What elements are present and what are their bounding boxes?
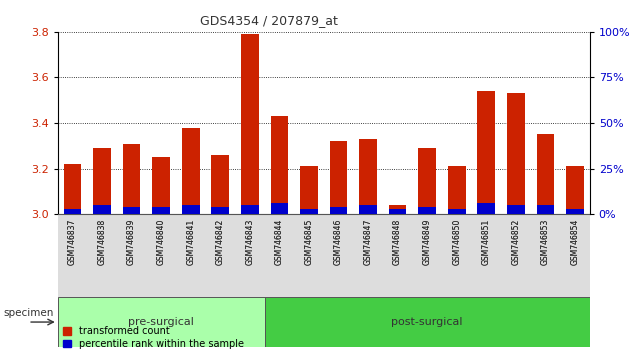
Text: GSM746848: GSM746848 [393, 218, 402, 265]
Text: GSM746841: GSM746841 [186, 218, 196, 265]
Bar [93, 205, 111, 214]
Text: GSM746852: GSM746852 [512, 218, 520, 265]
Legend: transformed count, percentile rank within the sample: transformed count, percentile rank withi… [63, 326, 244, 349]
Bar [271, 203, 288, 214]
Text: GSM746844: GSM746844 [275, 218, 284, 265]
Text: GSM746837: GSM746837 [68, 218, 77, 265]
Bar [448, 166, 465, 214]
Bar [537, 135, 554, 214]
Text: GSM746843: GSM746843 [246, 218, 254, 265]
Text: GSM746848: GSM746848 [393, 218, 402, 265]
Text: GSM746851: GSM746851 [482, 218, 491, 265]
Bar [212, 155, 229, 214]
Bar [58, 297, 265, 347]
Bar [507, 93, 525, 214]
Bar [153, 157, 170, 214]
Bar [448, 209, 465, 214]
Text: GSM746853: GSM746853 [541, 218, 550, 265]
Bar [93, 148, 111, 214]
Text: GSM746840: GSM746840 [156, 218, 165, 265]
Bar [122, 144, 140, 214]
Text: GSM746847: GSM746847 [363, 218, 372, 265]
Text: GSM746852: GSM746852 [512, 218, 520, 265]
Text: GSM746842: GSM746842 [216, 218, 225, 265]
Text: GSM746851: GSM746851 [482, 218, 491, 265]
Bar [359, 205, 377, 214]
Bar [182, 205, 199, 214]
Text: post-surgical: post-surgical [392, 317, 463, 327]
Text: GSM746846: GSM746846 [334, 218, 343, 265]
Text: GSM746839: GSM746839 [127, 218, 136, 265]
Bar [329, 207, 347, 214]
Bar [507, 205, 525, 214]
Text: GSM746847: GSM746847 [363, 218, 372, 265]
Text: GSM746840: GSM746840 [156, 218, 165, 265]
Text: GSM746845: GSM746845 [304, 218, 313, 265]
Bar [419, 207, 436, 214]
Bar [300, 209, 318, 214]
Text: GSM746854: GSM746854 [570, 218, 579, 265]
Bar [241, 205, 259, 214]
Text: GSM746846: GSM746846 [334, 218, 343, 265]
Bar [122, 207, 140, 214]
Bar [419, 148, 436, 214]
Text: GSM746839: GSM746839 [127, 218, 136, 265]
Bar [63, 164, 81, 214]
Bar [63, 209, 81, 214]
Bar [478, 203, 495, 214]
Text: pre-surgical: pre-surgical [128, 317, 194, 327]
Text: GSM746853: GSM746853 [541, 218, 550, 265]
Bar [271, 116, 288, 214]
Bar [388, 205, 406, 214]
Text: GSM746837: GSM746837 [68, 218, 77, 265]
Bar [359, 139, 377, 214]
Bar [182, 128, 199, 214]
Bar [300, 166, 318, 214]
Text: GSM746844: GSM746844 [275, 218, 284, 265]
Text: GDS4354 / 207879_at: GDS4354 / 207879_at [200, 14, 338, 27]
Text: GSM746854: GSM746854 [570, 218, 579, 265]
Bar [329, 141, 347, 214]
Text: GSM746850: GSM746850 [452, 218, 462, 265]
Text: GSM746850: GSM746850 [452, 218, 462, 265]
Bar [478, 91, 495, 214]
Bar [241, 34, 259, 214]
Bar [566, 209, 584, 214]
Text: GSM746841: GSM746841 [186, 218, 196, 265]
Text: GSM746838: GSM746838 [97, 218, 106, 265]
Text: GSM746845: GSM746845 [304, 218, 313, 265]
Bar [566, 166, 584, 214]
Bar [537, 205, 554, 214]
Text: GSM746849: GSM746849 [422, 218, 431, 265]
Bar [265, 297, 590, 347]
Text: GSM746843: GSM746843 [246, 218, 254, 265]
Text: GSM746842: GSM746842 [216, 218, 225, 265]
Bar [212, 207, 229, 214]
Text: specimen: specimen [3, 308, 54, 318]
Text: GSM746838: GSM746838 [97, 218, 106, 265]
Bar [153, 207, 170, 214]
Text: GSM746849: GSM746849 [422, 218, 431, 265]
Bar [388, 209, 406, 214]
